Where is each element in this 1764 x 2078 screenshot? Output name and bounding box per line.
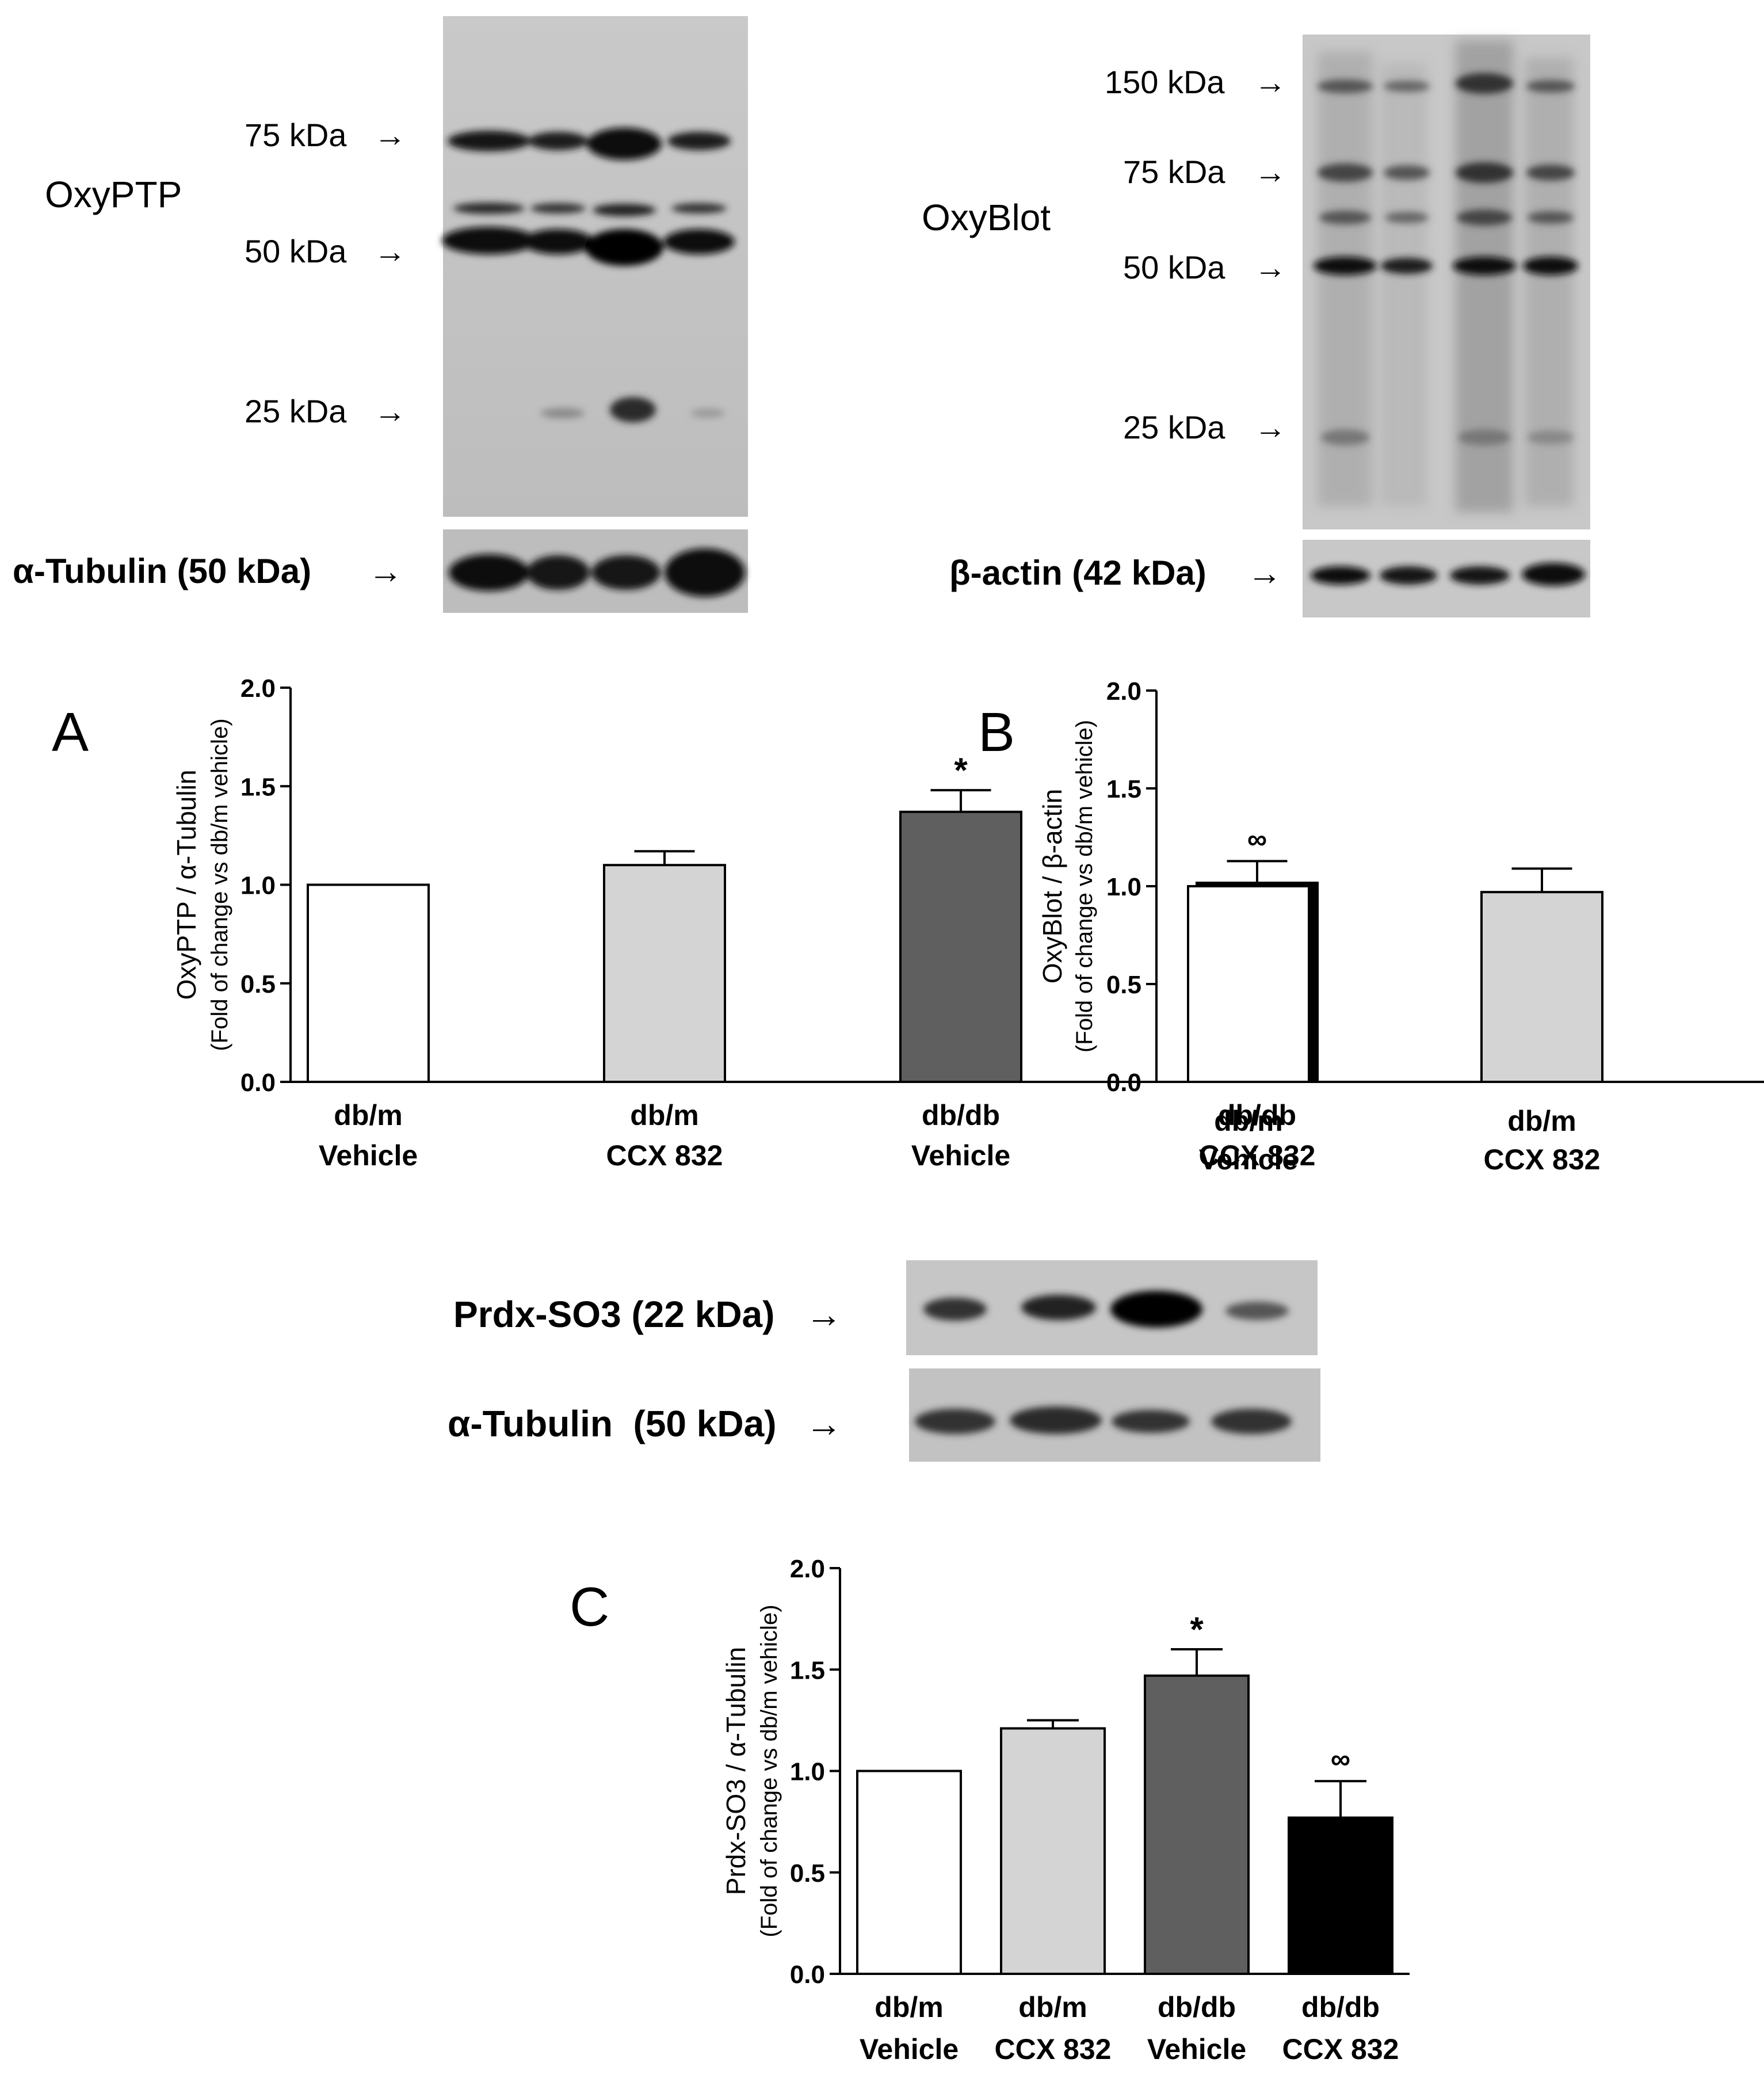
chart-b-panel-label: B bbox=[978, 701, 1015, 763]
prdx-bands bbox=[923, 1291, 1289, 1328]
chart-a-ylabel-note: (Fold of change vs db/m vehicle) bbox=[207, 718, 232, 1051]
chart-a-category-label: db/m bbox=[334, 1099, 402, 1131]
chart-c-category-label: CCX 832 bbox=[995, 2033, 1112, 2065]
oxyptp-marker-25-arrow: → bbox=[374, 393, 406, 429]
chart-b-y-tick-label: 0.5 bbox=[1106, 971, 1141, 999]
oxyptp-marker-75-arrow: → bbox=[374, 117, 406, 153]
chart-c-category-label: Vehicle bbox=[860, 2033, 959, 2065]
oxyptp-loading-label: α-Tubulin (50 kDa) bbox=[13, 552, 311, 590]
chart-c-y-tick-label: 0.0 bbox=[790, 1961, 825, 1989]
chart-b-category-label: db/m bbox=[1214, 1105, 1282, 1137]
chart-a-category-label: CCX 832 bbox=[606, 1139, 723, 1172]
oxyptp-loading-arrow: → bbox=[368, 552, 403, 590]
chart-a-bar bbox=[899, 810, 1022, 1084]
prdx-loading-label: α-Tubulin (50 kDa) bbox=[448, 1403, 777, 1444]
chart-b-bar bbox=[1187, 885, 1310, 1083]
chart-c-ylabel: Prdx-SO3 / α-Tubulin bbox=[721, 1647, 751, 1895]
oxyptp-blot: OxyPTP 75 kDa → 50 kDa → 25 kD bbox=[13, 16, 748, 613]
oxyblot-lane-smears bbox=[1318, 40, 1574, 512]
oxyblot-bands bbox=[1314, 73, 1578, 445]
chart-c-y-tick-label: 1.5 bbox=[790, 1656, 825, 1684]
chart-b-y-tick-label: 2.0 bbox=[1106, 677, 1141, 706]
oxyptp-title: OxyPTP bbox=[45, 174, 182, 215]
chart-a-significance-mark: ∞ bbox=[1247, 824, 1267, 855]
oxyptp-marker-50: 50 kDa bbox=[245, 233, 347, 269]
chart-c-significance-mark: ∞ bbox=[1331, 1744, 1350, 1775]
chart-a-y-tick-label: 2.0 bbox=[240, 674, 276, 703]
oxyblot-marker-150-arrow: → bbox=[1254, 64, 1286, 100]
chart-c-bar bbox=[1288, 1816, 1393, 1975]
oxyblot-marker-25: 25 kDa bbox=[1123, 409, 1225, 445]
chart-a-y-tick-label: 0.5 bbox=[240, 970, 276, 998]
chart-b: B 0.0 0.5 1.0 1.5 2.0 OxyBlot / β-actin (Fold o… bbox=[978, 677, 1764, 1176]
chart-b-category-label: Vehicle bbox=[1199, 1143, 1298, 1176]
oxyblot-title: OxyBlot bbox=[922, 197, 1051, 238]
oxyptp-marker-75: 75 kDa bbox=[245, 117, 347, 153]
prdx-target-label: Prdx-SO3 (22 kDa) bbox=[453, 1294, 774, 1335]
chart-a-bar bbox=[603, 864, 726, 1083]
prdx-loading-arrow: → bbox=[805, 1403, 842, 1444]
chart-c-y-tick-label: 0.5 bbox=[790, 1859, 825, 1888]
chart-a-bar bbox=[307, 883, 430, 1083]
oxyblot-marker-50: 50 kDa bbox=[1123, 249, 1225, 285]
chart-c-significance-mark: * bbox=[1190, 1610, 1204, 1649]
chart-a-significance-mark: * bbox=[954, 751, 968, 790]
chart-b-bar bbox=[1480, 891, 1603, 1083]
chart-c-bar bbox=[856, 1770, 962, 1975]
oxyblot-actin-bands bbox=[1311, 563, 1585, 586]
oxyblot-marker-75: 75 kDa bbox=[1123, 154, 1225, 190]
chart-b-y-tick-label: 1.5 bbox=[1106, 775, 1141, 803]
oxyptp-marker-25: 25 kDa bbox=[245, 393, 347, 429]
chart-c: C 0.0 0.5 1.0 1.5 2.0 Prdx-SO3 / α-Tubulin (Fol… bbox=[570, 1555, 1410, 2065]
oxyptp-tubulin-bands bbox=[449, 548, 745, 597]
chart-b-ylabel-note: (Fold of change vs db/m vehicle) bbox=[1072, 720, 1097, 1053]
chart-a-panel-label: A bbox=[52, 701, 89, 763]
chart-c-y-tick-label: 1.0 bbox=[790, 1758, 825, 1786]
oxyblot-marker-50-arrow: → bbox=[1254, 249, 1286, 285]
chart-c-y-tick-label: 2.0 bbox=[790, 1555, 825, 1583]
chart-a-category-label: db/db bbox=[922, 1099, 1000, 1131]
chart-a-category-label: db/m bbox=[630, 1099, 698, 1131]
chart-b-ylabel: OxyBlot / β-actin bbox=[1037, 789, 1067, 983]
prdx-target-arrow: → bbox=[805, 1294, 842, 1335]
chart-a-category-label: db/db bbox=[1218, 1099, 1296, 1131]
chart-b-y-tick-label: 1.0 bbox=[1106, 873, 1141, 901]
oxyblot-marker-25-arrow: → bbox=[1254, 409, 1286, 445]
oxyptp-marker-50-arrow: → bbox=[374, 233, 406, 269]
chart-c-category-label: db/m bbox=[1018, 1991, 1087, 2023]
prdx-tubulin-bands bbox=[915, 1406, 1292, 1434]
prdx-blot: Prdx-SO3 (22 kDa) → α-Tubulin (50 kDa) → bbox=[448, 1260, 1320, 1462]
chart-a-y-tick-label: 1.5 bbox=[240, 773, 276, 801]
chart-a-category-label: CCX 832 bbox=[1199, 1139, 1316, 1172]
chart-c-bar bbox=[1144, 1674, 1250, 1975]
oxyblot-marker-150: 150 kDa bbox=[1105, 64, 1225, 100]
chart-a-y-tick-label: 0.0 bbox=[240, 1069, 276, 1097]
chart-b-y-tick-label: 0.0 bbox=[1106, 1069, 1141, 1097]
oxyblot-loading-label: β-actin (42 kDa) bbox=[949, 554, 1206, 592]
oxyblot-marker-75-arrow: → bbox=[1254, 154, 1286, 190]
oxyptp-bands bbox=[442, 128, 735, 422]
chart-c-category-label: Vehicle bbox=[1147, 2033, 1246, 2065]
oxyblot-loading-arrow: → bbox=[1247, 554, 1282, 592]
chart-c-panel-label: C bbox=[570, 1576, 609, 1638]
chart-c-category-label: db/m bbox=[875, 1991, 943, 2023]
chart-c-category-label: db/db bbox=[1301, 1991, 1380, 2023]
chart-b-category-label: db/m bbox=[1507, 1105, 1576, 1137]
chart-a-category-label: Vehicle bbox=[911, 1139, 1010, 1172]
chart-c-category-label: db/db bbox=[1158, 1991, 1236, 2023]
oxyblot-blot: OxyBlot bbox=[922, 35, 1590, 617]
chart-a-category-label: Vehicle bbox=[319, 1139, 418, 1172]
chart-b-category-label: CCX 832 bbox=[1484, 1143, 1601, 1176]
chart-c-category-label: CCX 832 bbox=[1282, 2033, 1399, 2065]
chart-a-y-tick-label: 1.0 bbox=[240, 872, 276, 900]
oxyptp-membrane bbox=[443, 16, 748, 517]
chart-c-bar bbox=[1000, 1727, 1106, 1976]
chart-a-ylabel: OxyPTP / α-Tubulin bbox=[171, 770, 201, 1000]
chart-c-ylabel-note: (Fold of change vs db/m vehicle) bbox=[757, 1604, 782, 1937]
